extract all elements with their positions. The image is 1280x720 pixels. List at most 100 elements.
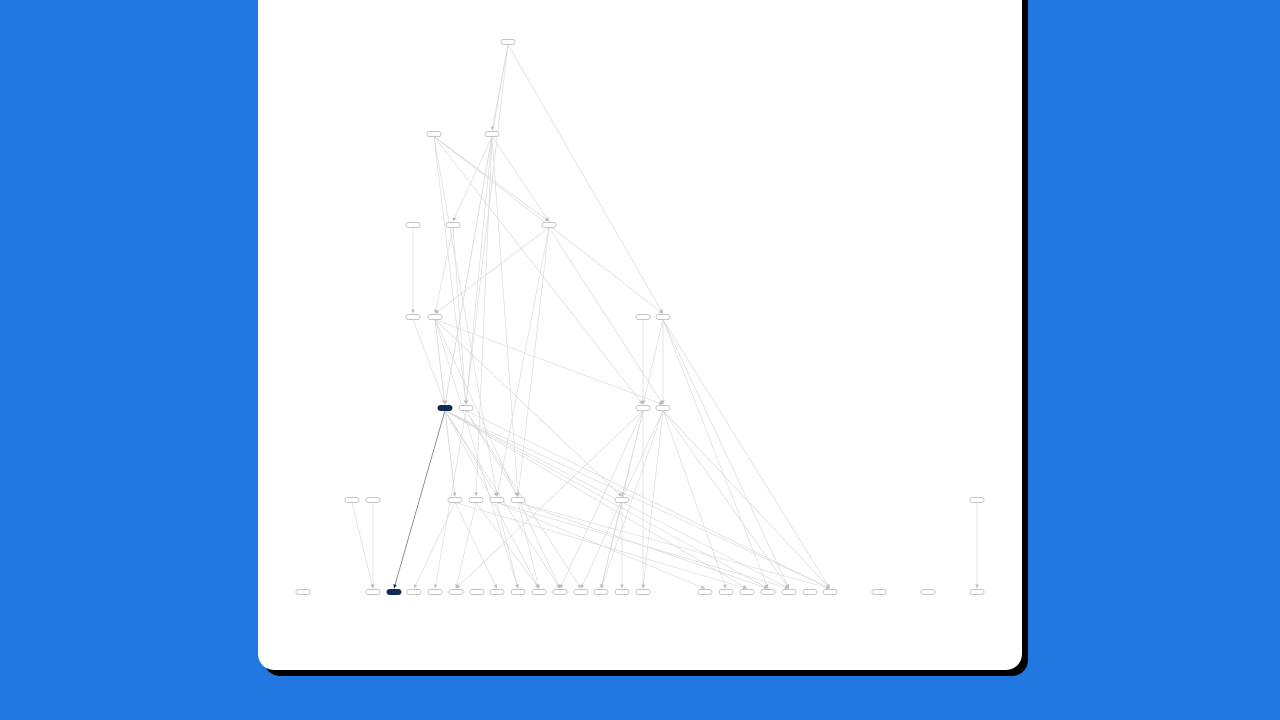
graph-node-g11[interactable]: [573, 589, 589, 595]
edge-f3-g18: [517, 502, 769, 589]
node-layer: [295, 39, 985, 595]
edge-e2-g10: [559, 410, 644, 589]
edge-b1-f3: [491, 136, 519, 497]
graph-node-f4[interactable]: [614, 497, 630, 503]
edge-arrow-f0-g7: [493, 584, 497, 589]
graph-node-g18[interactable]: [760, 589, 776, 595]
graph-node-g21[interactable]: [802, 589, 818, 595]
edge-f3-g20: [517, 502, 831, 589]
graph-node-g0[interactable]: [295, 589, 311, 595]
graph-node-e0[interactable]: [437, 405, 453, 411]
edge-d3-g18: [662, 319, 769, 589]
graph-node-c2[interactable]: [541, 222, 557, 228]
edge-e0-f2: [444, 410, 498, 497]
edge-c2-e3: [548, 227, 664, 405]
graph-node-e2[interactable]: [635, 405, 651, 411]
edge-d0-e0: [412, 319, 446, 405]
edge-f2-g8: [496, 502, 519, 589]
graph-node-d2[interactable]: [635, 314, 651, 320]
edge-d1-g8: [434, 319, 519, 589]
graph-node-g17[interactable]: [739, 589, 755, 595]
edge-d1-g10: [434, 319, 561, 589]
dependency-graph: [295, 39, 985, 595]
edge-arrow-e1-g11: [577, 584, 581, 589]
edge-c1-d1: [434, 227, 454, 314]
graph-node-g10[interactable]: [552, 589, 568, 595]
edge-arrow-f3-g20: [825, 585, 830, 590]
graph-node-g8[interactable]: [510, 589, 526, 595]
edge-e0-g2: [393, 410, 446, 589]
edge-arrow-e3-g14: [641, 584, 646, 589]
edge-f5-g1: [351, 502, 374, 589]
edge-e3-g19: [662, 410, 790, 589]
edge-arrow-e1-g4: [433, 584, 438, 589]
edge-layer: [351, 44, 979, 590]
edge-arrow-e3-g11: [581, 584, 585, 589]
graph-node-b1[interactable]: [484, 131, 500, 137]
edge-c2-f3: [517, 227, 550, 497]
graph-node-g19[interactable]: [781, 589, 797, 595]
graph-node-d0[interactable]: [405, 314, 421, 320]
edge-b0-c2: [433, 136, 550, 222]
edge-arrow-b0-d3: [658, 309, 663, 314]
graph-node-g1[interactable]: [365, 589, 381, 595]
graph-node-g16[interactable]: [718, 589, 734, 595]
graph-node-g6[interactable]: [469, 589, 485, 595]
edge-arrow-e1-f3: [514, 492, 518, 497]
graph-node-g14[interactable]: [635, 589, 651, 595]
edge-arrow-d3-e3: [661, 400, 665, 405]
edge-arrow-f2-g15: [700, 585, 705, 589]
graph-node-e3[interactable]: [655, 405, 671, 411]
edge-arrow-f0-g3: [414, 584, 418, 589]
edge-arrow-c2-d1: [435, 309, 440, 314]
graph-node-g4[interactable]: [427, 589, 443, 595]
graph-node-f1[interactable]: [468, 497, 484, 503]
edge-arrow-f2-g8: [515, 584, 519, 589]
edge-arrow-d1-f4: [617, 492, 622, 497]
graph-node-f2[interactable]: [489, 497, 505, 503]
graph-node-g3[interactable]: [406, 589, 422, 595]
graph-node-d3[interactable]: [655, 314, 671, 320]
graph-node-g2[interactable]: [386, 589, 402, 595]
edge-d3-e2: [642, 319, 664, 405]
graph-node-c0[interactable]: [405, 222, 421, 228]
graph-node-e1[interactable]: [458, 405, 474, 411]
graph-node-g9[interactable]: [531, 589, 547, 595]
edge-e2-g5: [455, 410, 644, 589]
graph-node-d1[interactable]: [427, 314, 443, 320]
graph-node-g15[interactable]: [697, 589, 713, 595]
edge-f3-g9: [517, 502, 540, 589]
graph-node-c1[interactable]: [445, 222, 461, 228]
edge-arrow-e3-g20: [825, 584, 830, 589]
edge-arrow-b1-f1: [474, 492, 478, 497]
edge-e1-g20: [465, 410, 831, 589]
graph-node-g24[interactable]: [969, 589, 985, 595]
graph-node-g7[interactable]: [489, 589, 505, 595]
edge-arrow-d3-g18: [764, 584, 769, 589]
edge-arrow-f7-g24: [975, 584, 979, 589]
graph-node-g5[interactable]: [448, 589, 464, 595]
graph-node-g13[interactable]: [614, 589, 630, 595]
graph-node-f5[interactable]: [344, 497, 360, 503]
edge-arrow-f0-g17: [742, 585, 747, 590]
graph-node-g12[interactable]: [593, 589, 609, 595]
edge-c2-d1: [434, 227, 550, 314]
edge-e3-g14: [642, 410, 664, 589]
graph-node-a0[interactable]: [500, 39, 516, 45]
graph-node-f0[interactable]: [447, 497, 463, 503]
graph-node-f7[interactable]: [969, 497, 985, 503]
edge-a0-d3: [507, 44, 664, 314]
graph-node-f6[interactable]: [365, 497, 381, 503]
edge-arrow-c1-e1: [463, 400, 468, 405]
graph-node-g20[interactable]: [822, 589, 838, 595]
edge-b1-e0: [444, 136, 493, 405]
graph-node-g22[interactable]: [871, 589, 887, 595]
graph-node-b0[interactable]: [426, 131, 442, 137]
graph-node-g23[interactable]: [920, 589, 936, 595]
edge-arrow-e0-f0: [452, 492, 457, 497]
edge-arrow-c1-d1: [434, 309, 438, 314]
edge-e0-g20: [444, 410, 831, 589]
graph-node-f3[interactable]: [510, 497, 526, 503]
edge-arrow-f4-g12: [600, 584, 604, 589]
edge-arrow-e0-f2: [493, 492, 497, 497]
